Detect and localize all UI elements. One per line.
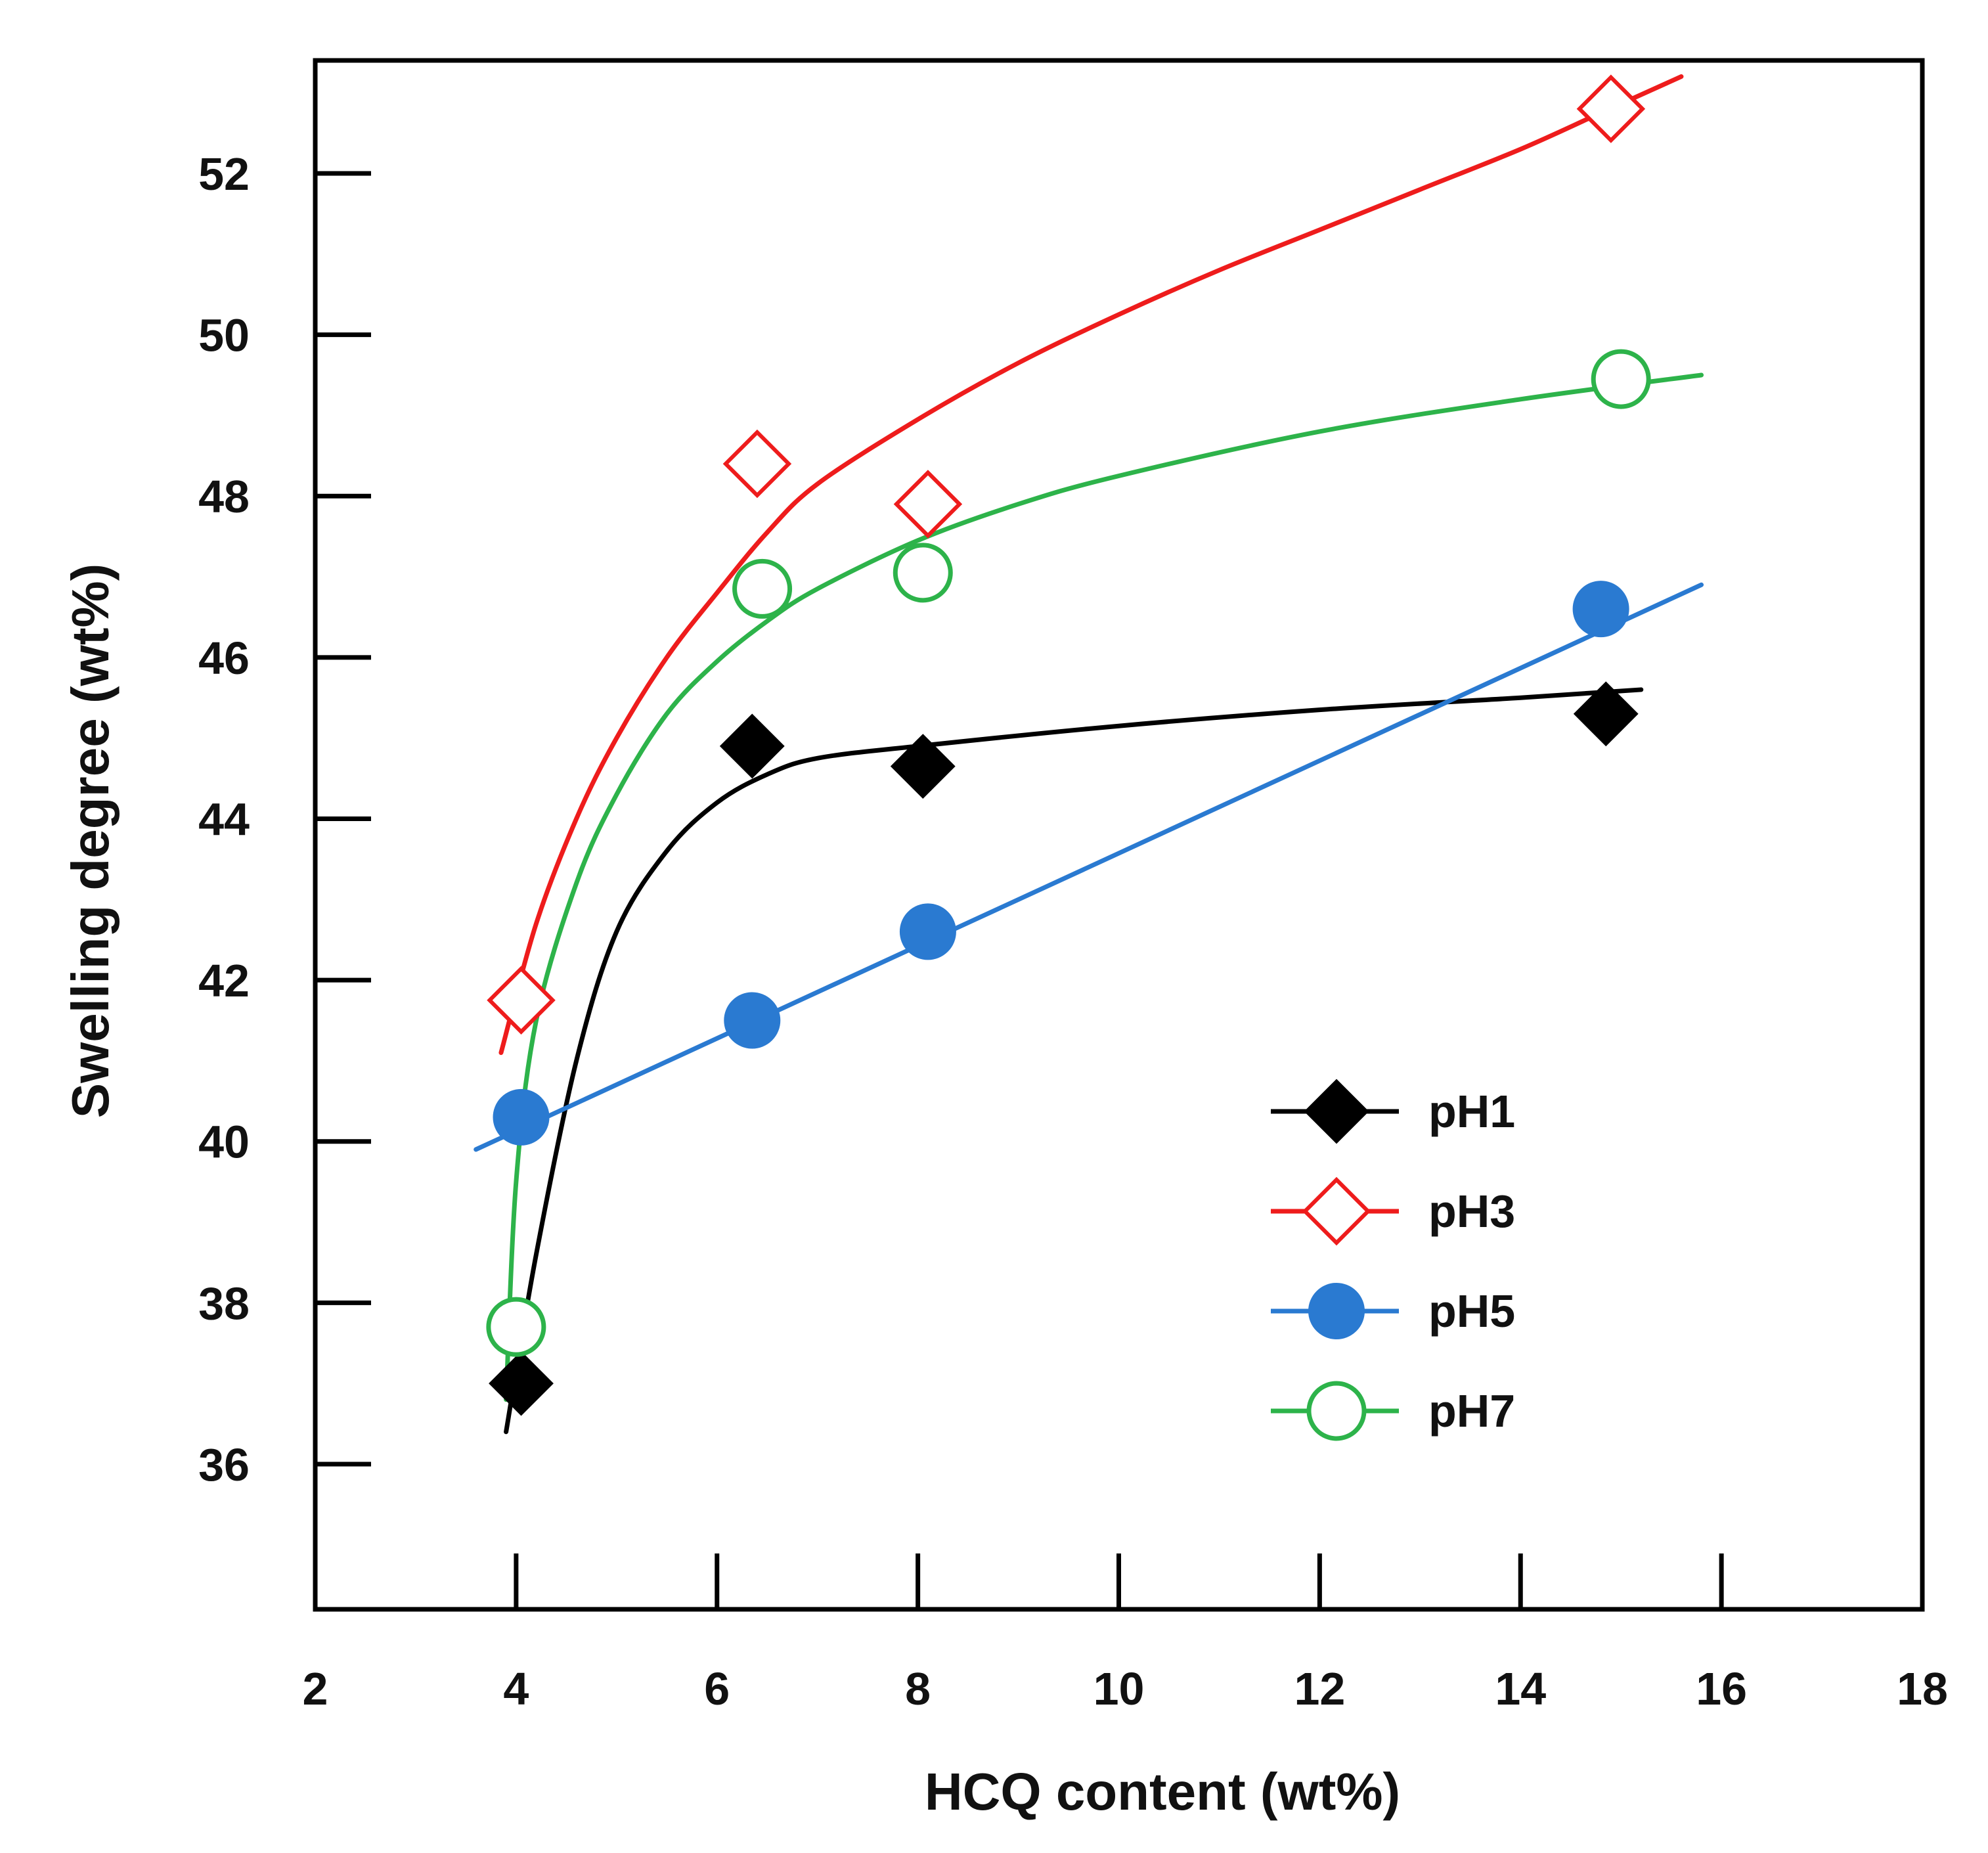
y-tick-label: 50	[198, 310, 250, 361]
data-point-ph3-1	[487, 966, 556, 1035]
x-tick-label: 16	[1696, 1663, 1747, 1714]
data-point-ph7-4	[1591, 349, 1651, 409]
fit-curve-ph5	[474, 582, 1704, 1152]
fit-curve-ph3	[498, 74, 1684, 1056]
legend-item-ph5: pH5	[1271, 1283, 1515, 1339]
data-point-ph1-4	[1573, 681, 1639, 747]
y-axis-title: Swelling degree (wt%)	[61, 564, 120, 1119]
legend-label: pH1	[1428, 1086, 1515, 1137]
legend-label: pH7	[1428, 1385, 1515, 1437]
data-point-ph7-3	[893, 543, 953, 603]
fit-curves	[474, 74, 1704, 1435]
plot-frame	[313, 58, 1925, 1612]
legend-label: pH5	[1428, 1285, 1515, 1337]
legend-label: pH3	[1428, 1186, 1515, 1237]
legend-item-ph7: pH7	[1271, 1381, 1515, 1441]
data-markers	[486, 74, 1651, 1416]
x-tick-label: 12	[1294, 1663, 1345, 1714]
data-point-ph5-4	[1572, 581, 1629, 638]
fit-curve-ph7	[504, 372, 1704, 1402]
data-point-ph1-2	[719, 713, 785, 779]
legend-marker	[1306, 1381, 1367, 1441]
legend-item-ph3: pH3	[1271, 1176, 1515, 1246]
data-point-ph3-3	[893, 470, 963, 539]
x-tick-label: 18	[1897, 1663, 1948, 1714]
y-tick-label: 48	[198, 471, 250, 522]
data-point-ph1-1	[489, 1351, 554, 1416]
data-point-ph5-1	[493, 1088, 550, 1146]
legend: pH1 pH3 pH5 pH7	[1271, 1079, 1515, 1441]
y-tick-label: 36	[198, 1439, 250, 1490]
x-tick-label: 10	[1093, 1663, 1145, 1714]
y-tick-label: 44	[198, 793, 250, 845]
y-tick-label: 46	[198, 633, 250, 684]
data-point-ph5-3	[899, 903, 956, 960]
x-tick-label: 2	[303, 1663, 328, 1714]
y-tick-label: 38	[198, 1278, 250, 1329]
data-point-ph7-2	[732, 558, 793, 619]
data-point-ph1-3	[890, 734, 956, 799]
legend-marker	[1304, 1079, 1369, 1144]
y-tick-label: 40	[198, 1117, 250, 1168]
data-point-ph5-2	[724, 992, 781, 1049]
x-tick-label: 4	[503, 1663, 529, 1714]
x-tick-label: 14	[1495, 1663, 1546, 1714]
legend-item-ph1: pH1	[1271, 1079, 1515, 1144]
data-point-ph7-1	[486, 1297, 546, 1357]
x-tick-label: 6	[704, 1663, 730, 1714]
data-point-ph3-4	[1576, 74, 1646, 143]
legend-marker	[1302, 1176, 1371, 1246]
legend-marker	[1308, 1283, 1365, 1339]
y-tick-label: 42	[198, 955, 250, 1006]
data-point-ph3-2	[722, 429, 792, 499]
axis-ticks	[315, 171, 1724, 1609]
y-tick-label: 52	[198, 148, 250, 200]
x-axis-title: HCQ content (wt%)	[925, 1762, 1400, 1821]
x-tick-label: 8	[905, 1663, 931, 1714]
